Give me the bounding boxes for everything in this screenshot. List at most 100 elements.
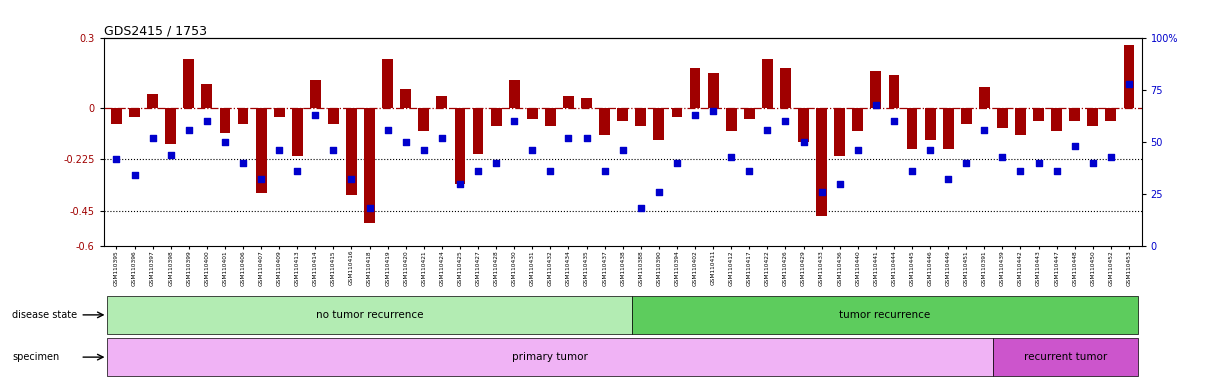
Point (125, 172, 144, 178)
Bar (871, 71, 882, 108)
Point (469, 168, 488, 174)
Bar (310, 80, 321, 108)
Point (595, 168, 614, 174)
Point (794, 139, 813, 145)
Point (432, 135, 452, 141)
Point (812, 189, 832, 195)
Point (740, 168, 759, 174)
Point (1011, 168, 1031, 174)
Point (775, 118, 795, 124)
Bar (994, 338, 1138, 376)
Bar (220, 108, 231, 133)
Bar (545, 108, 556, 126)
Point (486, 160, 505, 166)
Bar (491, 108, 502, 126)
Bar (653, 108, 664, 140)
Point (523, 147, 542, 154)
Text: GDS2415 / 1753: GDS2415 / 1753 (104, 24, 206, 37)
Point (1120, 81, 1139, 87)
Point (939, 176, 958, 182)
Point (613, 147, 632, 154)
Bar (979, 87, 990, 108)
Point (179, 127, 199, 133)
Bar (346, 108, 357, 195)
Bar (328, 108, 339, 124)
Point (396, 139, 415, 145)
Point (504, 118, 524, 124)
Point (974, 127, 994, 133)
Point (161, 151, 181, 157)
Bar (111, 108, 122, 124)
Point (233, 160, 253, 166)
Point (576, 135, 596, 141)
Point (541, 168, 560, 174)
Point (884, 118, 904, 124)
Point (685, 112, 705, 118)
Point (956, 160, 976, 166)
Bar (107, 296, 631, 334)
Bar (1088, 108, 1098, 126)
Point (342, 176, 361, 182)
Point (1065, 143, 1084, 149)
Point (667, 160, 686, 166)
Text: primary tumor: primary tumor (513, 352, 589, 362)
Bar (600, 108, 610, 135)
Bar (201, 84, 212, 108)
Bar (816, 108, 827, 216)
Point (324, 147, 343, 154)
Bar (762, 59, 773, 108)
Bar (581, 98, 592, 108)
Point (757, 127, 777, 133)
Point (849, 147, 868, 154)
Point (1046, 168, 1066, 174)
Bar (961, 108, 972, 124)
Bar (998, 108, 1007, 128)
Bar (1105, 108, 1116, 121)
Bar (107, 338, 994, 376)
Bar (708, 73, 718, 108)
Point (143, 135, 162, 141)
Point (287, 168, 306, 174)
Point (305, 112, 325, 118)
Bar (255, 108, 266, 193)
Point (559, 135, 579, 141)
Bar (148, 94, 158, 108)
Point (1101, 154, 1121, 160)
Bar (635, 108, 646, 126)
Bar (852, 108, 863, 131)
Point (106, 156, 126, 162)
Bar (690, 68, 701, 108)
Point (921, 147, 940, 154)
Bar (238, 108, 248, 124)
Bar (509, 80, 520, 108)
Point (703, 108, 723, 114)
Bar (400, 89, 411, 108)
Bar (924, 108, 935, 140)
Text: disease state: disease state (12, 310, 77, 320)
Bar (744, 108, 755, 119)
Point (1083, 160, 1103, 166)
Bar (129, 108, 140, 117)
Bar (672, 108, 683, 117)
Bar (183, 59, 194, 108)
Bar (274, 108, 284, 117)
Point (631, 205, 651, 212)
Bar (1051, 108, 1062, 131)
Bar (563, 96, 574, 108)
Bar (799, 108, 810, 142)
Text: recurrent tumor: recurrent tumor (1024, 352, 1107, 362)
Point (993, 154, 1012, 160)
Bar (436, 96, 447, 108)
Bar (1033, 108, 1044, 121)
Point (722, 154, 741, 160)
Bar (165, 108, 176, 144)
Point (270, 147, 289, 154)
Bar (419, 108, 430, 131)
Bar (780, 68, 791, 108)
Point (902, 168, 922, 174)
Point (360, 205, 380, 212)
Point (215, 139, 234, 145)
Bar (631, 296, 1138, 334)
Text: no tumor recurrence: no tumor recurrence (316, 310, 424, 320)
Point (451, 180, 470, 187)
